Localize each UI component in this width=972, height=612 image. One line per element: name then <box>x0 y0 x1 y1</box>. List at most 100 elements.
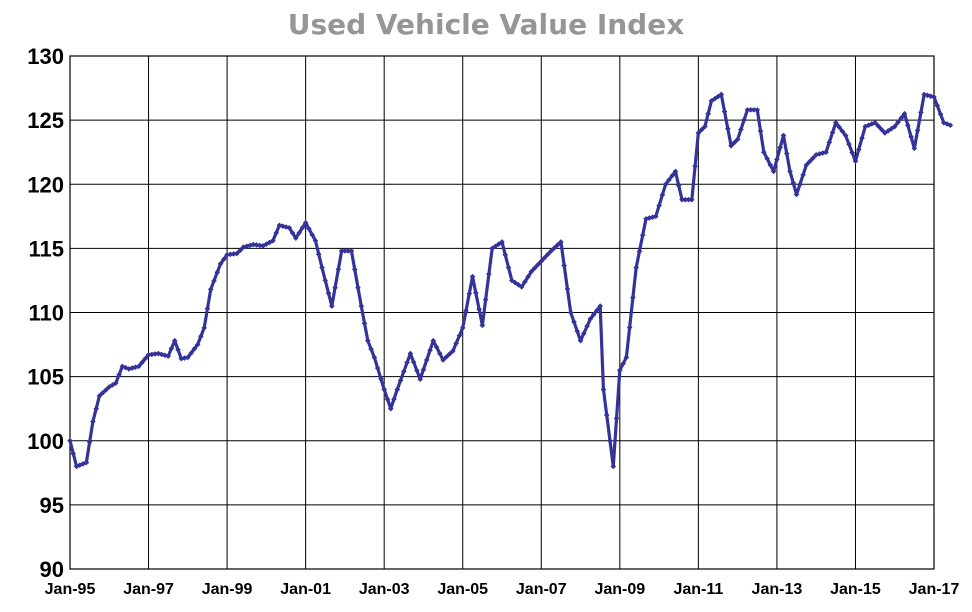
data-point <box>780 132 787 139</box>
data-point <box>276 222 283 229</box>
chart-title: Used Vehicle Value Index <box>287 8 685 41</box>
data-point <box>329 303 335 309</box>
data-point <box>725 125 731 132</box>
data-point <box>610 463 617 470</box>
data-point <box>446 351 453 357</box>
data-point <box>250 241 257 248</box>
data-point <box>168 345 175 352</box>
data-point <box>407 350 414 357</box>
data-point <box>581 330 587 337</box>
y-tick-label: 105 <box>27 365 64 390</box>
data-point <box>862 123 869 130</box>
data-point <box>751 107 757 113</box>
data-point <box>878 126 885 133</box>
data-point <box>126 366 132 372</box>
data-point <box>767 162 774 168</box>
data-point <box>613 415 620 422</box>
data-point <box>659 192 666 198</box>
data-point <box>351 266 358 273</box>
x-tick-label: Jan-17 <box>909 581 960 598</box>
data-point <box>548 248 554 254</box>
data-point <box>561 262 567 269</box>
data-point <box>898 115 905 121</box>
data-point <box>829 129 836 136</box>
data-point <box>378 375 384 382</box>
data-point <box>571 319 577 325</box>
data-point <box>577 337 584 344</box>
data-point <box>721 108 728 115</box>
data-point <box>741 116 747 123</box>
data-point <box>306 225 312 232</box>
y-tick-label: 100 <box>27 429 64 454</box>
data-point <box>505 264 512 271</box>
data-point <box>810 155 816 161</box>
data-point <box>279 223 286 229</box>
data-point <box>476 306 482 312</box>
data-point <box>603 412 610 418</box>
data-point <box>319 264 325 271</box>
data-point <box>158 351 165 358</box>
data-point <box>404 359 410 366</box>
data-point <box>531 265 538 271</box>
data-point <box>381 386 387 393</box>
data-point <box>528 268 535 275</box>
data-point <box>564 286 571 292</box>
data-point <box>348 248 355 254</box>
data-point <box>185 354 191 361</box>
data-point <box>417 376 423 382</box>
data-point <box>230 251 237 257</box>
data-point <box>443 354 450 360</box>
data-point <box>368 346 374 352</box>
data-point <box>387 405 394 412</box>
data-point <box>312 237 319 244</box>
x-tick-label: Jan-09 <box>594 581 645 598</box>
data-point <box>191 346 198 352</box>
data-point <box>770 168 777 175</box>
data-point <box>361 320 368 327</box>
data-point <box>597 303 603 309</box>
data-point <box>221 256 227 263</box>
data-point <box>149 351 155 358</box>
data-point <box>607 437 613 444</box>
data-point <box>495 241 502 247</box>
data-point <box>620 361 626 367</box>
data-point <box>757 128 764 134</box>
data-point <box>777 144 783 151</box>
data-point <box>761 149 767 155</box>
data-point <box>86 439 93 445</box>
data-point <box>859 135 865 141</box>
data-point <box>322 277 329 284</box>
data-point <box>175 346 181 353</box>
data-point <box>666 177 672 183</box>
data-point <box>299 225 306 231</box>
data-point <box>754 107 761 113</box>
data-point <box>685 196 692 203</box>
data-point <box>895 119 901 126</box>
data-point <box>430 337 437 344</box>
plot-area-frame <box>69 55 935 570</box>
data-point <box>558 239 564 245</box>
data-point <box>365 337 371 344</box>
data-point <box>469 273 476 280</box>
data-point <box>270 237 276 244</box>
data-point <box>901 110 908 117</box>
data-point <box>397 377 404 384</box>
data-point <box>502 251 509 258</box>
data-point <box>918 109 924 116</box>
data-point <box>374 365 381 371</box>
data-point <box>479 322 486 329</box>
data-point <box>355 284 361 291</box>
data-point <box>764 155 770 162</box>
data-point <box>165 353 171 359</box>
data-point <box>482 296 489 303</box>
data-point <box>587 316 594 322</box>
data-point <box>692 163 698 170</box>
data-point <box>296 230 302 236</box>
data-point <box>99 390 106 396</box>
data-point <box>806 158 813 165</box>
data-point <box>345 248 351 254</box>
data-point <box>83 459 90 466</box>
x-tick-label: Jan-03 <box>359 581 410 598</box>
data-point <box>633 264 639 271</box>
data-point <box>486 271 492 277</box>
